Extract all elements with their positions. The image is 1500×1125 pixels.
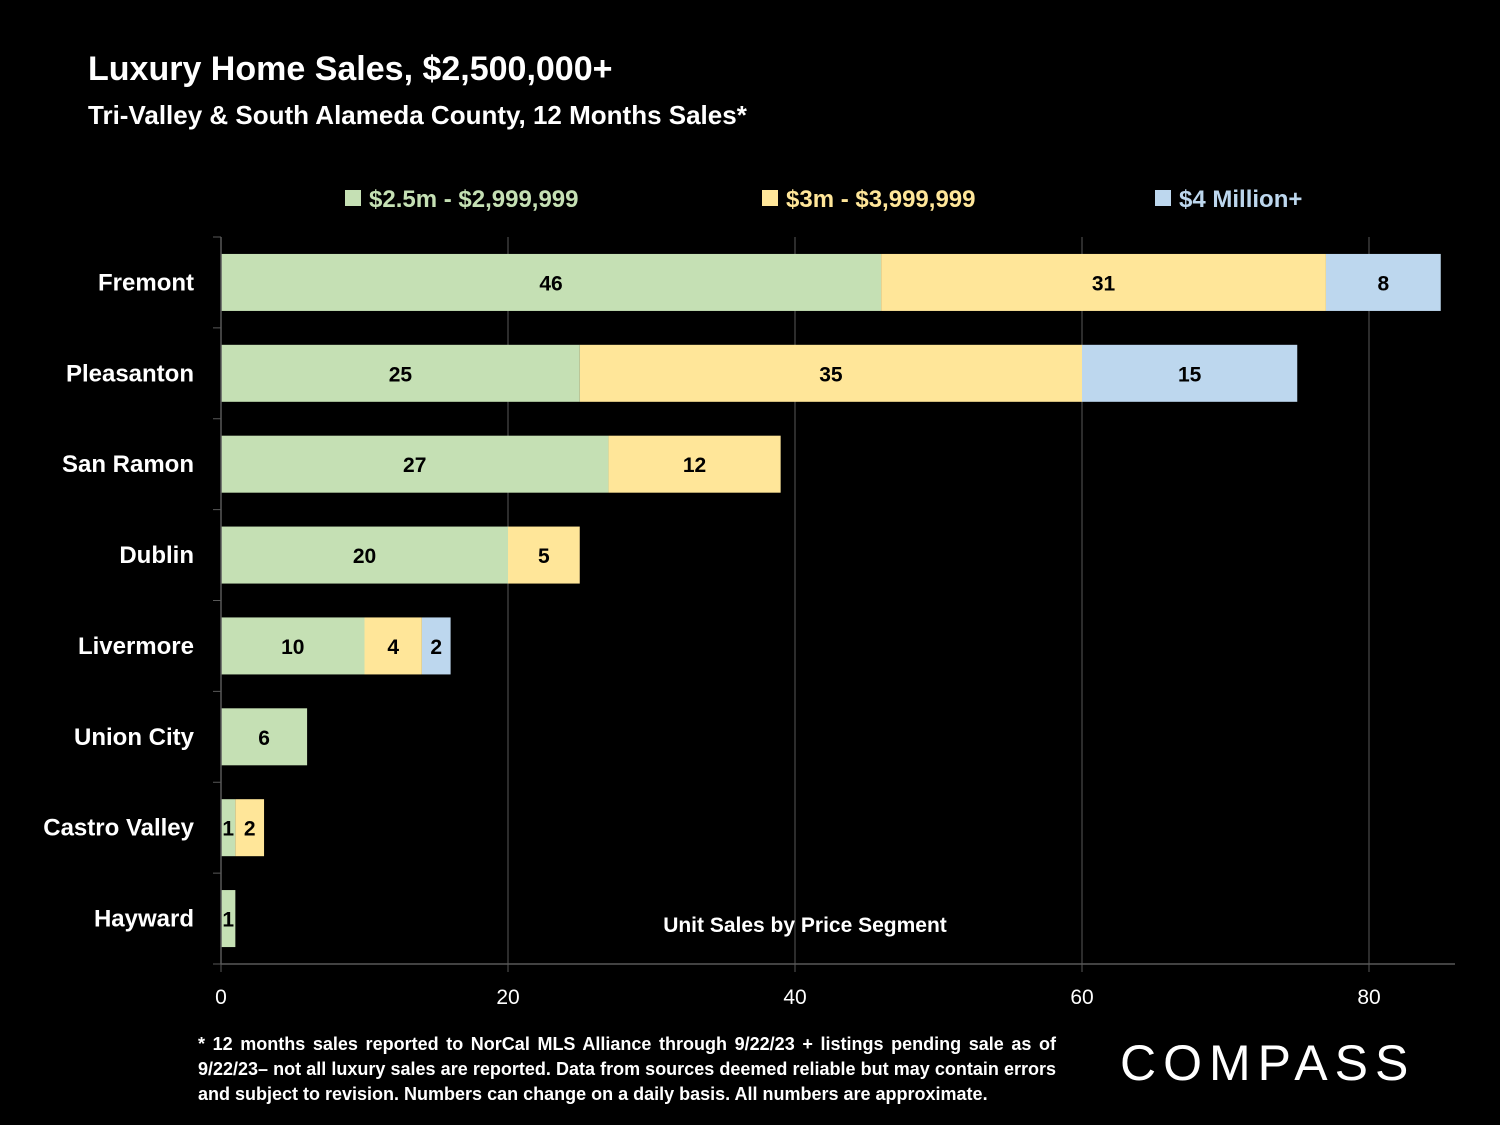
data-label: 6 xyxy=(258,727,270,750)
data-label: 25 xyxy=(389,363,413,386)
compass-logo-text: COMPASS xyxy=(1120,1035,1416,1091)
bar-segment xyxy=(221,890,236,948)
legend-swatch xyxy=(762,190,778,206)
chart-subtitle: Tri-Valley & South Alameda County, 12 Mo… xyxy=(88,100,747,130)
category-label: Dublin xyxy=(119,542,194,569)
data-label: 35 xyxy=(819,363,843,386)
legend-label: $4 Million+ xyxy=(1179,186,1302,213)
data-label: 2 xyxy=(244,818,256,841)
footnote: * 12 months sales reported to NorCal MLS… xyxy=(198,1034,1056,1104)
x-tick-label: 40 xyxy=(783,986,806,1009)
data-label: 20 xyxy=(353,545,376,568)
bar-segment xyxy=(1082,344,1298,402)
bar-segment xyxy=(579,344,1082,402)
data-label: 1 xyxy=(222,818,234,841)
bar-segment xyxy=(221,253,882,311)
bar-segment xyxy=(221,617,365,675)
bar-segment xyxy=(221,344,580,402)
data-label: 10 xyxy=(281,636,304,659)
x-tick-label: 60 xyxy=(1070,986,1093,1009)
x-axis-title: Unit Sales by Price Segment xyxy=(663,914,947,937)
data-label: 12 xyxy=(683,454,706,477)
bar-segment xyxy=(221,526,508,584)
category-label: Castro Valley xyxy=(43,815,194,842)
data-label: 1 xyxy=(222,909,234,932)
compass-logo: COMPASS xyxy=(1120,1034,1450,1094)
data-label: 15 xyxy=(1178,363,1202,386)
category-label: Hayward xyxy=(94,906,194,933)
category-label: Fremont xyxy=(98,269,194,296)
data-label: 46 xyxy=(539,272,562,295)
data-label: 31 xyxy=(1092,272,1116,295)
bar-segment xyxy=(221,435,609,493)
bar-segment xyxy=(1325,253,1441,311)
data-label: 8 xyxy=(1378,272,1390,295)
bar-segment xyxy=(235,799,265,857)
x-tick-label: 80 xyxy=(1357,986,1380,1009)
category-label: Pleasanton xyxy=(66,360,194,387)
legend-swatch xyxy=(345,190,361,206)
chart-title: Luxury Home Sales, $2,500,000+ xyxy=(88,50,613,88)
bar-segment xyxy=(421,617,451,675)
legend-label: $3m - $3,999,999 xyxy=(786,186,975,213)
legend-swatch xyxy=(1155,190,1171,206)
data-label: 27 xyxy=(403,454,426,477)
stacked-bar-chart: $2.5m - $2,999,999 $3m - $3,999,999 $4 Mil… xyxy=(43,186,1455,1009)
data-label: 5 xyxy=(538,545,550,568)
category-label: San Ramon xyxy=(62,451,194,478)
bar-segment xyxy=(221,708,308,766)
data-label: 4 xyxy=(387,636,399,659)
data-label: 2 xyxy=(430,636,442,659)
x-tick-label: 20 xyxy=(496,986,519,1009)
bar-segment xyxy=(881,253,1326,311)
category-label: Livermore xyxy=(78,633,194,660)
category-label: Union City xyxy=(74,724,195,751)
bar-segment xyxy=(221,799,236,857)
bar-segment xyxy=(364,617,422,675)
bar-segment xyxy=(508,526,580,584)
bar-segment xyxy=(608,435,781,493)
legend-label: $2.5m - $2,999,999 xyxy=(369,186,579,213)
x-tick-label: 0 xyxy=(215,986,227,1009)
